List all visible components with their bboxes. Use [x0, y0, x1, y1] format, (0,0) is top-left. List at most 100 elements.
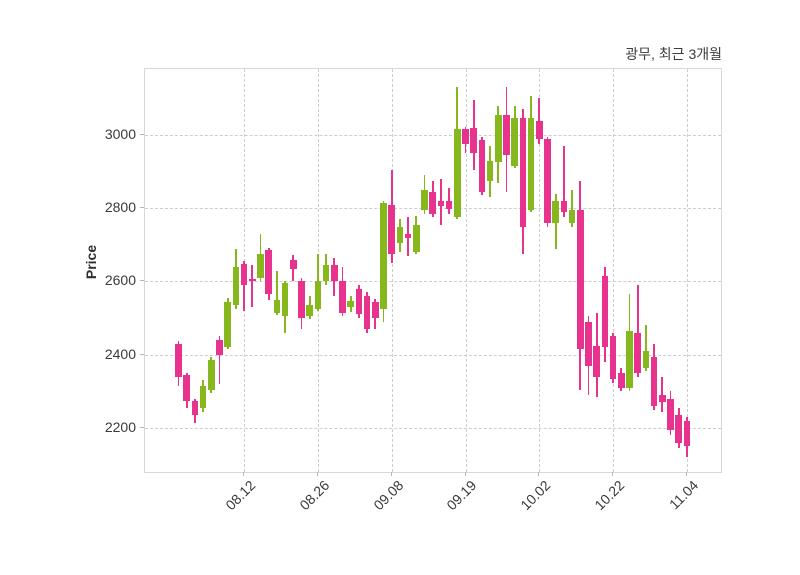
v-gridline	[391, 69, 393, 472]
candle-body-down	[372, 301, 379, 319]
candle-body-up	[495, 114, 502, 163]
y-tick-mark	[140, 133, 144, 135]
candle-body-up	[626, 330, 633, 388]
candle-body-down	[388, 204, 395, 254]
candle-body-up	[421, 189, 428, 211]
candle-body-down	[240, 263, 248, 286]
y-tick-mark	[140, 427, 144, 429]
candle-body-up	[486, 160, 494, 181]
candle-body-down	[683, 420, 691, 447]
candle-body-down	[650, 356, 658, 407]
candle-body-down	[462, 129, 469, 145]
chart-title: 광무, 최근 3개월	[625, 46, 722, 62]
candle-body-down	[437, 200, 445, 207]
candle-body-down	[593, 345, 600, 377]
candle-wick-down	[448, 188, 450, 214]
x-tick-label: 09.19	[443, 477, 480, 514]
x-tick-mark	[243, 472, 245, 476]
candle-wick-down	[661, 376, 664, 412]
candle-body-up	[224, 301, 231, 348]
candle-body-down	[585, 321, 592, 366]
y-tick-mark	[140, 280, 144, 282]
y-tick-label: 2200	[104, 419, 136, 436]
y-tick-mark	[140, 207, 144, 209]
candle-body-down	[445, 200, 453, 209]
candle-body-down	[618, 373, 625, 388]
candle-body-down	[331, 265, 338, 282]
candle-body-down	[577, 210, 584, 350]
y-tick-label: 3000	[104, 125, 136, 142]
candle-body-up	[273, 299, 281, 313]
candle-body-up	[552, 200, 559, 223]
candle-body-down	[298, 281, 305, 319]
candle-wick-up	[645, 325, 647, 372]
candle-body-down	[216, 340, 223, 355]
x-tick-label: 11.04	[665, 477, 702, 513]
x-tick-mark	[685, 472, 687, 476]
x-tick-mark	[390, 472, 392, 476]
y-tick-label: 2400	[104, 345, 136, 362]
y-tick-mark	[140, 353, 144, 355]
v-gridline	[613, 69, 615, 472]
v-gridline	[539, 69, 541, 472]
candle-wick-up	[276, 270, 278, 316]
h-gridline	[145, 134, 721, 136]
candle-body-down	[544, 138, 551, 223]
candle-body-down	[355, 288, 363, 315]
candle-body-up	[257, 254, 264, 278]
x-tick-mark	[612, 472, 614, 476]
candle-body-up	[568, 210, 576, 223]
candle-body-down	[404, 233, 412, 238]
candle-body-up	[413, 224, 420, 253]
candle-body-down	[265, 250, 272, 295]
candle-body-down	[675, 415, 682, 443]
candle-body-up	[642, 351, 650, 368]
h-gridline	[145, 428, 721, 430]
candle-body-down	[249, 278, 256, 282]
candle-body-up	[281, 283, 289, 317]
candle-body-up	[347, 300, 354, 308]
candle-body-up	[454, 129, 461, 218]
candle-body-down	[560, 200, 568, 212]
y-tick-label: 2800	[104, 199, 136, 216]
x-tick-mark	[316, 472, 318, 476]
x-tick-label: 09.08	[369, 477, 407, 514]
plot-area	[144, 68, 722, 473]
candle-body-down	[175, 343, 182, 377]
candle-body-down	[470, 127, 477, 154]
candle-body-up	[527, 118, 535, 211]
x-tick-mark	[464, 472, 466, 476]
candle-body-up	[199, 385, 207, 408]
v-gridline	[686, 69, 688, 472]
candle-body-down	[183, 374, 190, 401]
x-tick-label: 08.26	[296, 477, 333, 514]
candle-body-down	[536, 121, 543, 139]
candle-body-up	[380, 202, 387, 309]
candle-body-up	[314, 281, 322, 309]
candle-body-down	[659, 395, 666, 403]
candle-wick-up	[571, 189, 573, 227]
candle-wick-down	[636, 285, 639, 377]
v-gridline	[465, 69, 467, 472]
candle-body-down	[429, 191, 436, 214]
candle-body-up	[232, 266, 240, 306]
candle-body-down	[478, 140, 486, 192]
h-gridline	[145, 281, 721, 283]
candle-body-down	[290, 259, 297, 269]
candle-body-down	[363, 296, 371, 330]
x-tick-label: 10.02	[517, 477, 554, 514]
candle-wick-down	[563, 145, 565, 218]
candle-body-down	[609, 336, 617, 379]
candle-wick-down	[251, 265, 254, 308]
x-tick-label: 08.12	[222, 477, 259, 514]
candle-body-down	[519, 118, 527, 227]
x-tick-mark	[538, 472, 540, 476]
candle-body-down	[191, 400, 199, 416]
candle-body-up	[208, 360, 215, 390]
candle-body-down	[503, 114, 510, 156]
candle-body-up	[322, 265, 330, 282]
x-tick-label: 10.22	[591, 477, 628, 514]
candle-wick-down	[218, 336, 221, 385]
candle-body-up	[306, 305, 313, 317]
